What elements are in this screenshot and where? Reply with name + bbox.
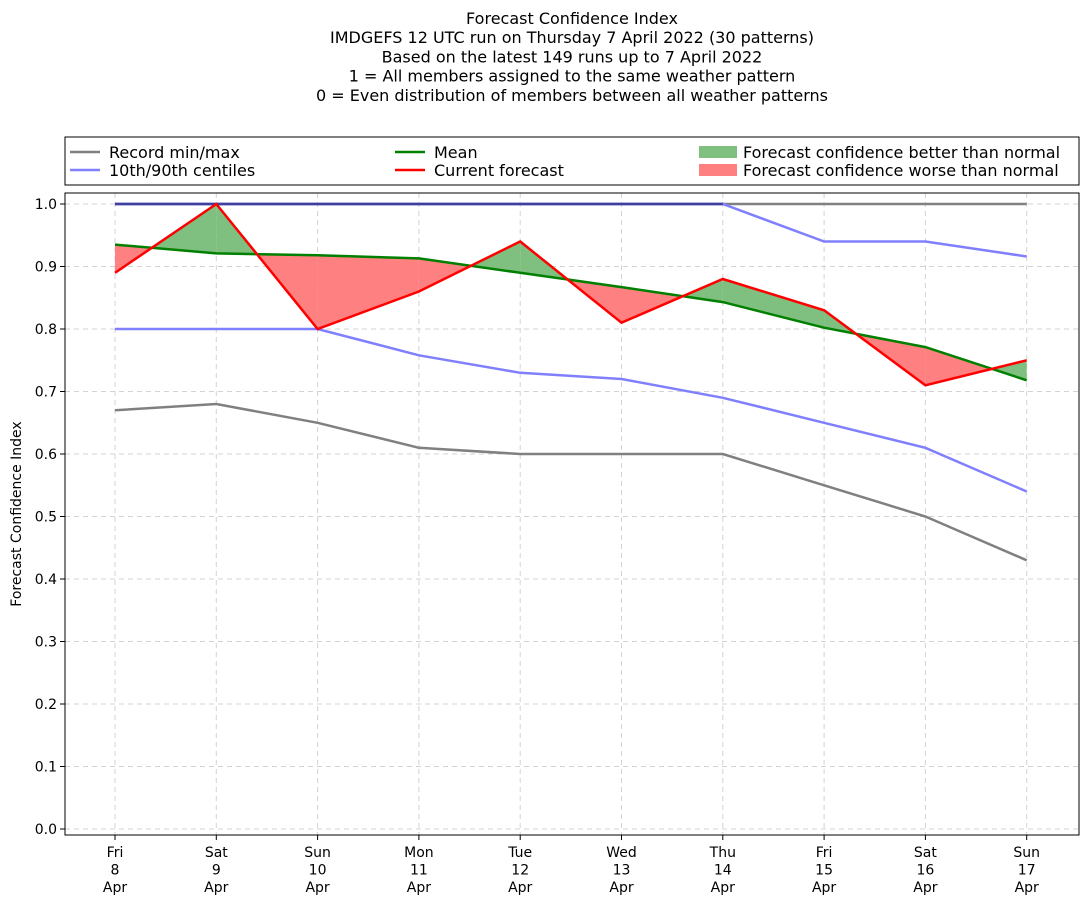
y-tick-label: 0.6 (35, 447, 57, 463)
worse-fill (621, 287, 683, 323)
x-axis: Fri8AprSat9AprSun10AprMon11AprTue12AprWe… (103, 835, 1040, 896)
x-tick-label: Apr (711, 880, 735, 896)
record-min-line (114, 402, 1028, 562)
x-tick-label: 14 (714, 863, 732, 879)
series-lines (114, 202, 1028, 562)
title-line: Forecast Confidence Index (466, 9, 678, 28)
legend-label: Record min/max (109, 143, 240, 162)
x-tick-label: Wed (606, 845, 637, 861)
x-tick-label: Sat (914, 845, 937, 861)
x-tick-label: 17 (1018, 863, 1036, 879)
legend-patch-swatch (699, 146, 737, 158)
x-tick-label: Apr (204, 880, 228, 896)
x-tick-label: Apr (1015, 880, 1039, 896)
x-tick-label: Apr (508, 880, 532, 896)
x-tick-label: Fri (816, 845, 833, 861)
title-line: Based on the latest 149 runs up to 7 Apr… (382, 47, 763, 66)
plot-frame (64, 192, 1080, 836)
x-tick-label: Apr (103, 880, 127, 896)
x-tick-label: 9 (212, 863, 221, 879)
x-tick-label: Apr (305, 880, 329, 896)
legend-patch-swatch (699, 164, 737, 176)
x-tick-label: Apr (609, 880, 633, 896)
x-tick-label: 12 (511, 863, 529, 879)
x-tick-label: Mon (404, 845, 434, 861)
mean-line (114, 243, 1028, 382)
x-tick-label: Sun (304, 845, 331, 861)
worse-fill (256, 254, 318, 329)
x-tick-label: 8 (111, 863, 120, 879)
y-tick-label: 0.5 (35, 510, 57, 526)
worse-fill (317, 255, 419, 329)
centile-10-line (115, 327, 1028, 493)
x-tick-label: 13 (613, 863, 631, 879)
y-tick-label: 0.8 (35, 322, 57, 338)
x-tick-label: Fri (107, 845, 124, 861)
better-fill (991, 360, 1027, 381)
better-fill (682, 279, 723, 303)
worse-fill (418, 258, 472, 292)
x-tick-label: 15 (815, 863, 833, 879)
legend-label: Forecast confidence better than normal (743, 143, 1060, 162)
y-tick-label: 0.9 (35, 260, 57, 276)
y-tick-label: 0.1 (35, 760, 57, 776)
legend-label: Mean (434, 143, 478, 162)
legend-frame (64, 136, 1080, 186)
title-line: IMDGEFS 12 UTC run on Thursday 7 April 2… (330, 28, 814, 47)
x-tick-label: Sun (1013, 845, 1040, 861)
legend-label: 10th/90th centiles (109, 161, 255, 180)
x-tick-label: Sat (205, 845, 228, 861)
x-tick-label: 16 (916, 863, 934, 879)
title-line: 0 = Even distribution of members between… (316, 86, 828, 105)
x-tick-label: Thu (709, 845, 736, 861)
y-tick-label: 0.4 (35, 572, 57, 588)
y-axis-label: Forecast Confidence Index (9, 421, 25, 606)
x-tick-label: Apr (407, 880, 431, 896)
x-tick-label: 10 (309, 863, 327, 879)
x-tick-label: Tue (507, 845, 532, 861)
better-fill (722, 279, 825, 328)
worse-fill (925, 347, 992, 386)
current-forecast-line (114, 202, 1027, 387)
x-tick-label: 11 (410, 863, 428, 879)
x-tick-label: Apr (812, 880, 836, 896)
y-tick-label: 0.0 (35, 822, 57, 838)
y-tick-label: 0.7 (35, 385, 57, 401)
title-line: 1 = All members assigned to the same wea… (349, 67, 796, 86)
x-tick-label: Apr (913, 880, 937, 896)
y-tick-label: 0.2 (35, 697, 57, 713)
y-tick-label: 0.3 (35, 635, 57, 651)
grid (65, 193, 1079, 835)
legend-label: Current forecast (434, 161, 564, 180)
legend-label: Forecast confidence worse than normal (743, 161, 1059, 180)
y-tick-label: 1.0 (35, 197, 57, 213)
better-fill (471, 241, 521, 273)
y-axis: 0.0 0.1 0.2 0.3 0.4 0.5 0.6 0.7 0.8 0.9 1.0 (35, 197, 65, 838)
